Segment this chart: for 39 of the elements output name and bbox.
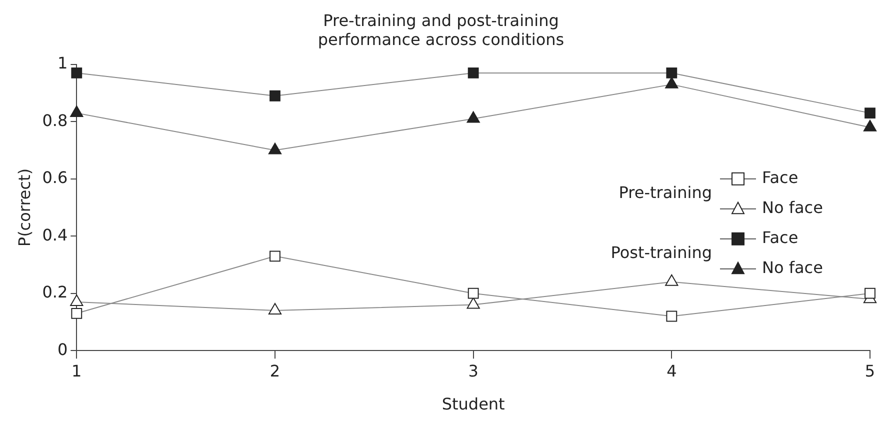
point: [864, 288, 876, 299]
point: [666, 310, 678, 322]
annotation: Pre-training: [618, 183, 712, 202]
point: [665, 76, 678, 88]
x-tick-label: 4: [666, 361, 677, 380]
point: [864, 108, 876, 119]
y-tick-label: 1: [57, 54, 68, 73]
legend-label: Face: [762, 228, 798, 248]
y-tick-label: 0: [57, 340, 68, 359]
legend-label: No face: [762, 258, 823, 278]
x-axis-title: Student: [442, 394, 505, 414]
point: [468, 68, 479, 78]
point: [468, 288, 479, 299]
y-tick-label: 0.8: [42, 110, 68, 130]
y-tick-label: 0.6: [42, 168, 68, 188]
point: [71, 68, 82, 78]
point: [863, 120, 877, 132]
legend-label: Face: [762, 168, 798, 188]
y-axis-title: P(correct): [14, 168, 34, 247]
point: [71, 308, 82, 319]
x-tick-label: 1: [72, 361, 82, 380]
point: [70, 294, 84, 306]
point: [270, 250, 280, 262]
point: [665, 274, 678, 286]
x-tick-label: 5: [864, 361, 876, 380]
point: [70, 106, 84, 118]
point: [270, 90, 280, 102]
x-tick-label: 3: [468, 361, 478, 380]
x-tick-label: 2: [270, 361, 280, 380]
point: [268, 303, 282, 315]
legend-label: No face: [762, 198, 823, 218]
point: [466, 297, 480, 309]
annotation: Post-training: [610, 243, 712, 262]
y-tick-label: 0.4: [42, 225, 68, 244]
point: [268, 142, 282, 154]
point: [466, 111, 480, 123]
point: [666, 68, 678, 78]
y-tick-label: 0.2: [42, 282, 68, 302]
chart-title: Pre-training and post-training performance across conditions: [318, 10, 564, 49]
